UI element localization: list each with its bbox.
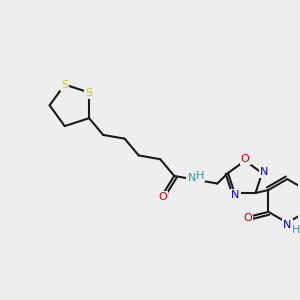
- Text: N: N: [231, 190, 240, 200]
- Text: S: S: [61, 80, 68, 90]
- Text: O: O: [158, 192, 167, 202]
- Text: N: N: [188, 173, 196, 183]
- Text: H: H: [292, 225, 300, 235]
- Text: O: O: [243, 213, 252, 223]
- Text: S: S: [85, 88, 93, 98]
- Text: N: N: [283, 220, 292, 230]
- Text: H: H: [196, 171, 204, 181]
- Text: N: N: [260, 167, 268, 177]
- Text: O: O: [241, 154, 249, 164]
